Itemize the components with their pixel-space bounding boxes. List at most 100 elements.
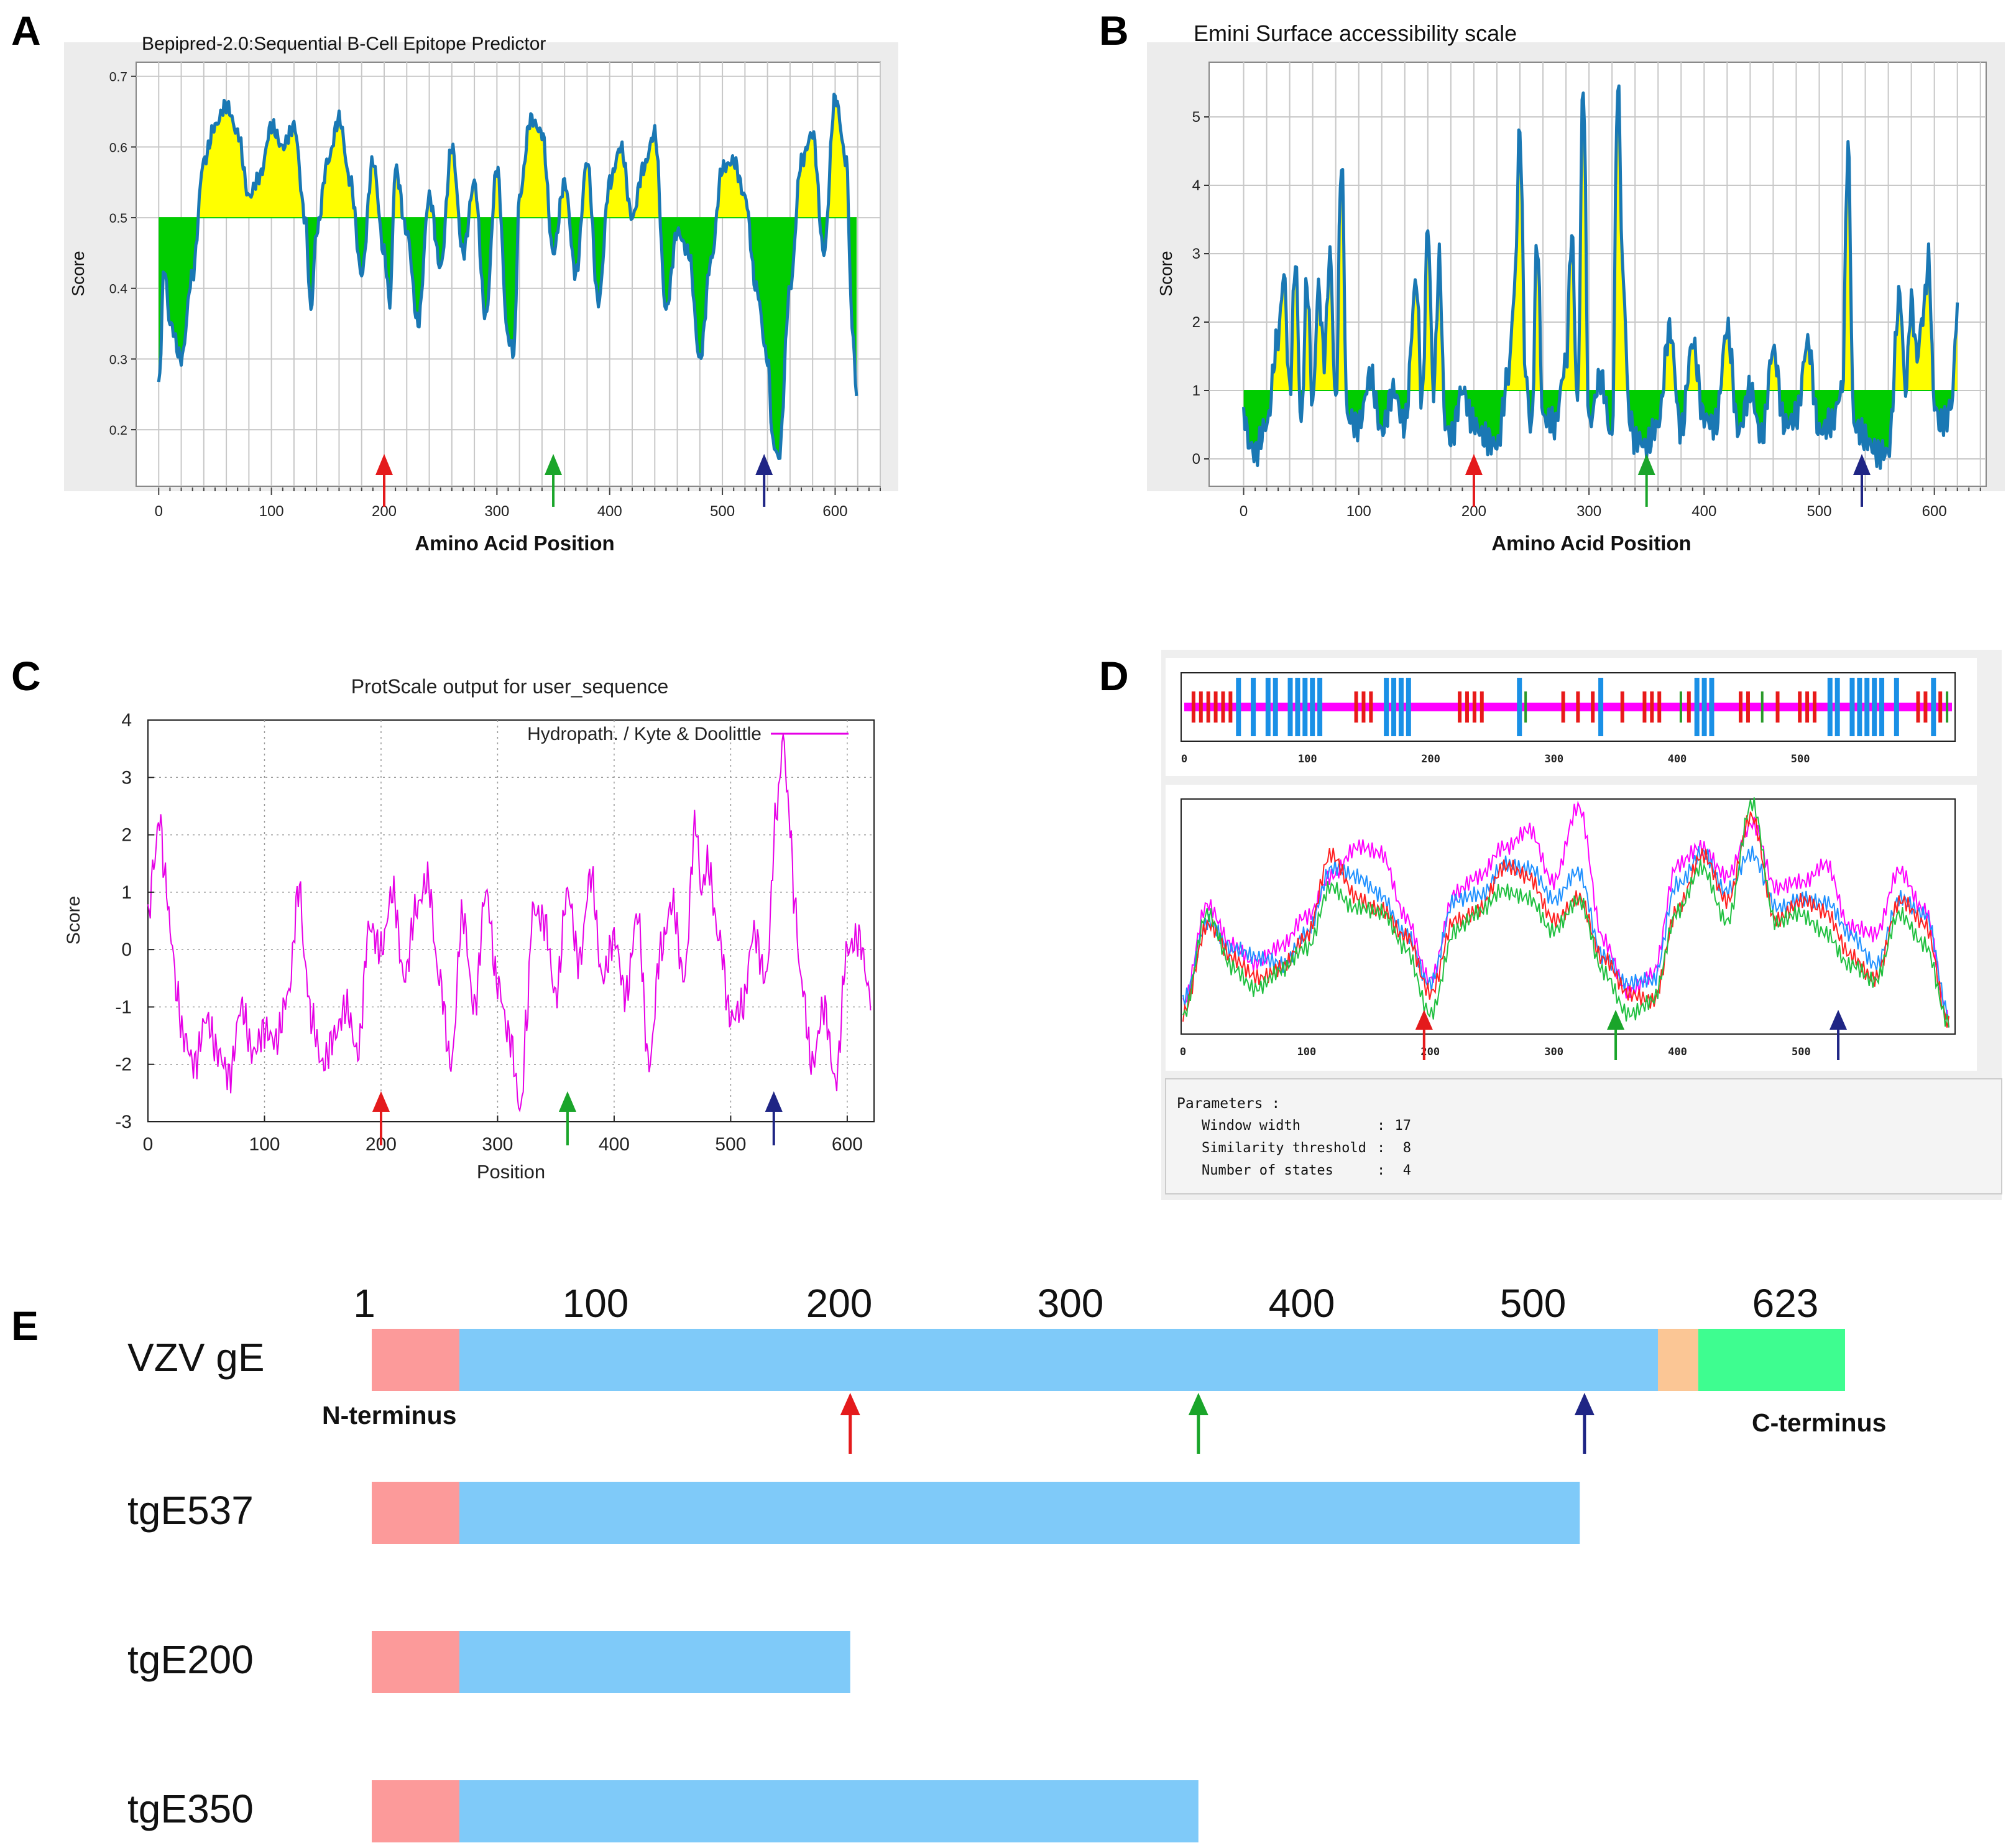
x-tick-label: 400 (599, 1134, 630, 1155)
panel-e-letter: E (11, 1303, 39, 1349)
x-tick-label: 0 (1240, 503, 1248, 520)
y-tick-label: 0.4 (109, 282, 128, 297)
arrow-head (1853, 454, 1871, 475)
panel-c-x-label: Position (477, 1161, 545, 1183)
x-tick-label: 400 (597, 503, 622, 520)
profile-line-magenta (1182, 800, 1950, 1028)
panel-a-arrows (375, 454, 773, 507)
panel-b-arrows (1465, 454, 1871, 507)
helix-state-block (1687, 691, 1691, 723)
scale-label: 300 (1038, 1281, 1104, 1326)
arrow-head (840, 1393, 860, 1415)
parameter-separator: : (1377, 1118, 1385, 1134)
bottom-tick-label: 400 (1668, 1046, 1687, 1058)
arrow-head (1415, 1010, 1433, 1030)
panel-e-constructs: VZV gE tgE537 tgE200 tgE350 (127, 1329, 1845, 1842)
helix-state-block (1923, 691, 1928, 723)
panel-b-y-label: Score (1156, 251, 1176, 296)
panel-d-state-strip (1184, 678, 1952, 736)
panel-d-letter: D (1099, 653, 1129, 699)
panel-b-title: Emini Surface accessibility scale (1194, 21, 1517, 46)
construct-tge537: tgE537 (127, 1482, 1580, 1544)
parameter-separator: : (1377, 1140, 1385, 1156)
panel-c-y-label: Score (63, 896, 84, 945)
x-tick-label: 100 (1346, 503, 1371, 520)
strand-state-block (1694, 678, 1700, 736)
panel-b-letter: B (1099, 7, 1129, 53)
bottom-tick-label: 300 (1544, 1046, 1563, 1058)
panel-c-arrows (372, 1091, 783, 1145)
helix-state-block (1798, 691, 1802, 723)
panel-c-y-ticks: -3 -2 -1 0 1 2 3 4 (115, 710, 154, 1132)
top-tick-label: 200 (1421, 753, 1440, 765)
panel-a-x-label: Amino Acid Position (415, 532, 614, 555)
helix-state-block (1916, 691, 1920, 723)
helix-state-block (1642, 691, 1647, 723)
strand-state-block (1310, 678, 1315, 736)
y-tick-label: -3 (115, 1112, 132, 1132)
top-tick-label: 500 (1791, 753, 1810, 765)
construct-segment (459, 1780, 1199, 1842)
helix-state-block (1228, 691, 1233, 723)
arrow-head (375, 454, 393, 475)
panel-a-area (157, 93, 858, 460)
score-line (157, 93, 858, 460)
construct-label: tgE200 (127, 1637, 254, 1682)
bottom-tick-label: 500 (1792, 1046, 1811, 1058)
y-tick-label: 0.3 (109, 353, 127, 367)
panel-a-y-label: Score (68, 251, 88, 296)
y-tick-label: 0 (1192, 451, 1200, 468)
strand-state-block (1709, 678, 1715, 736)
strand-state-block (1384, 678, 1389, 736)
helix-state-block (1361, 691, 1366, 723)
profile-line-red (1182, 811, 1950, 1028)
strand-state-block (1398, 678, 1404, 736)
panel-c-plot-area (147, 719, 875, 1122)
y-tick-label: 3 (121, 767, 132, 788)
panel-a-x-ticks: 0 100 200 300 400 500 600 (155, 487, 881, 520)
parameter-label: Window width (1202, 1118, 1300, 1134)
helix-state-block (1213, 691, 1218, 723)
arrow-head (765, 1091, 783, 1112)
coil-state-band (1184, 703, 1952, 711)
strand-state-block (1406, 678, 1411, 736)
helix-state-block (1458, 691, 1462, 723)
strand-state-block (1295, 678, 1300, 736)
below-threshold-fill (159, 218, 857, 459)
panel-d-parameters-box (1165, 1078, 2002, 1194)
construct-tge350: tgE350 (127, 1780, 1199, 1842)
panel-c-x-ticks: 0 100 200 300 400 500 600 (143, 1116, 863, 1155)
arrow-head (545, 454, 563, 475)
y-tick-label: 0.6 (109, 141, 127, 155)
panel-c-title: ProtScale output for user_sequence (351, 675, 669, 698)
helix-state-block (1620, 691, 1624, 723)
helix-state-block (1775, 691, 1780, 723)
construct-segment (1698, 1329, 1845, 1391)
strand-state-block (1302, 678, 1308, 736)
y-tick-label: 0.5 (109, 211, 127, 226)
strand-state-block (1849, 678, 1855, 736)
panel-e-arrows (840, 1393, 1595, 1454)
y-tick-label: 2 (1192, 314, 1200, 331)
helix-state-block (1739, 691, 1743, 723)
y-tick-label: 1 (121, 882, 132, 903)
strand-state-block (1273, 678, 1278, 736)
x-tick-label: 600 (1922, 503, 1947, 520)
y-tick-label: 5 (1192, 109, 1200, 126)
helix-state-block (1746, 691, 1750, 723)
panel-b-x-ticks: 0 100 200 300 400 500 600 (1240, 487, 1981, 520)
parameter-value: 4 (1403, 1163, 1411, 1178)
x-tick-label: 500 (1807, 503, 1831, 520)
panel-d-arrows (1415, 1010, 1848, 1060)
construct-segment (1657, 1329, 1698, 1391)
top-tick-label: 100 (1298, 753, 1317, 765)
strand-state-block (1287, 678, 1293, 736)
panel-c-gridlines (148, 720, 874, 1122)
strand-state-block (1864, 678, 1870, 736)
construct-segment (459, 1329, 1658, 1391)
construct-segment (372, 1329, 459, 1391)
strand-state-block (1236, 678, 1241, 736)
x-tick-label: 400 (1692, 503, 1716, 520)
top-tick-label: 300 (1544, 753, 1563, 765)
